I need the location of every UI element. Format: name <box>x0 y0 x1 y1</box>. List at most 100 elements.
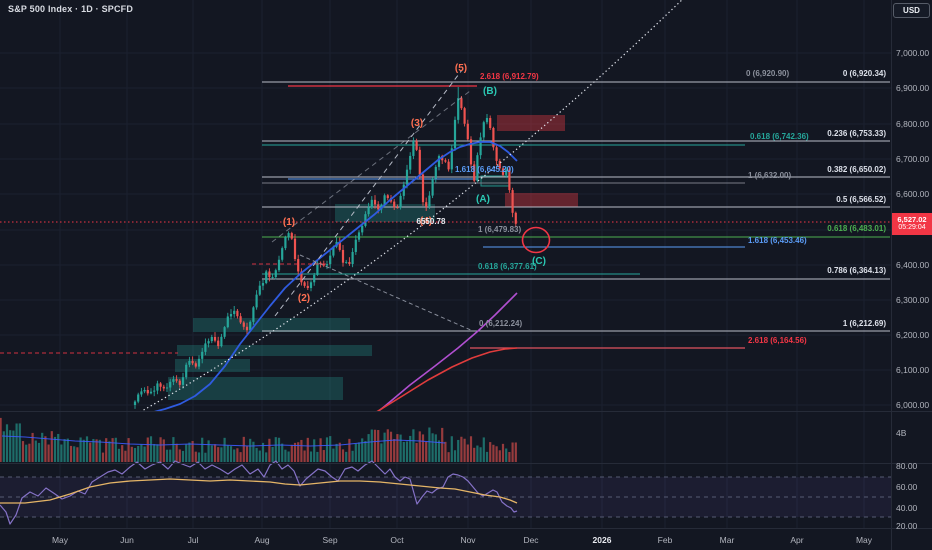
ma-line <box>154 141 518 411</box>
candle <box>457 98 460 120</box>
volume-bar <box>108 441 111 462</box>
candle <box>159 383 162 387</box>
volume-bar <box>389 431 393 462</box>
candle <box>428 195 431 207</box>
candle <box>229 314 233 317</box>
wave-label[interactable]: (B) <box>483 86 497 97</box>
volume-bar <box>460 436 463 462</box>
currency-toggle-button[interactable]: USD <box>893 3 930 18</box>
fib-label: 0.236 (6,753.33) <box>827 129 886 138</box>
volume-bar <box>53 436 57 462</box>
volume-ma-line <box>1 435 446 447</box>
volume-bar <box>233 449 236 462</box>
volume-bar <box>18 423 21 462</box>
volume-bar <box>124 450 127 462</box>
volume-bar <box>297 442 300 462</box>
wave-label[interactable]: (3) <box>411 118 423 129</box>
candle <box>338 241 341 250</box>
symbol-title[interactable]: S&P 500 Index · 1D · SPCFD <box>8 4 134 14</box>
candle <box>489 118 492 128</box>
candle <box>153 390 156 392</box>
volume-bar <box>146 437 149 462</box>
candle <box>137 394 140 402</box>
candle <box>255 294 258 308</box>
candle <box>405 169 409 185</box>
volume-bar <box>153 443 156 462</box>
candle <box>505 169 508 175</box>
fib-label: 1 (6,212.69) <box>843 319 886 328</box>
volume-bar <box>505 448 508 462</box>
annotations[interactable] <box>521 226 551 254</box>
trendlines[interactable] <box>140 0 688 412</box>
current-price-value: 6,527.02 <box>897 215 927 225</box>
wave-label[interactable]: (A) <box>476 194 490 205</box>
time-axis-label: Feb <box>658 535 673 545</box>
supply-zone[interactable] <box>505 193 578 207</box>
candle <box>383 195 386 205</box>
fib-label: 0.5 (6,566.52) <box>836 195 886 204</box>
dashed-trendline-steep[interactable] <box>274 69 463 317</box>
time-axis-label: Nov <box>460 535 476 545</box>
demand-zone[interactable] <box>175 359 250 372</box>
dotted-trendline[interactable] <box>140 0 688 412</box>
time-axis-label: Mar <box>720 535 735 545</box>
candle <box>511 190 514 213</box>
time-axis[interactable]: May Jun Jul Aug Sep Oct Nov Dec 2026 Feb Mar Apr May <box>52 535 873 545</box>
wave-label[interactable]: (C) <box>532 256 546 267</box>
candle <box>341 249 345 263</box>
volume-bar <box>450 436 453 462</box>
fib-label: 0.786 (6,364.13) <box>827 266 886 275</box>
price-axis[interactable]: 7,000.00 6,900.00 6,800.00 6,700.00 6,600.00… <box>896 48 929 531</box>
candlestick-series[interactable] <box>133 87 517 409</box>
red-ma-curve <box>376 347 518 411</box>
volume-bar <box>357 442 361 462</box>
candle <box>233 310 236 315</box>
candle <box>399 195 402 208</box>
volume-bar <box>149 436 153 462</box>
candle <box>217 340 220 347</box>
dashed-retrace-line[interactable] <box>299 254 474 332</box>
highlight-circle[interactable] <box>521 226 551 254</box>
candle <box>207 341 210 344</box>
candle <box>287 233 290 238</box>
candle <box>242 322 245 327</box>
wave-label[interactable]: (2) <box>298 293 310 304</box>
wave-label[interactable]: (5) <box>455 63 467 74</box>
candle <box>402 184 405 196</box>
current-price-badge: 6,527.02 05:29:04 <box>892 213 932 235</box>
wave-label[interactable]: (4) <box>420 216 432 227</box>
candle <box>204 343 207 352</box>
dashed-channel-line[interactable] <box>271 90 471 243</box>
volume-bar <box>9 430 12 462</box>
volume-bar <box>434 434 437 462</box>
countdown-timer: 05:29:04 <box>898 224 926 232</box>
drawing-zones[interactable] <box>168 115 578 400</box>
volume-bar <box>207 440 210 462</box>
fib-lines[interactable] <box>262 81 890 349</box>
candle <box>329 255 332 265</box>
demand-zone[interactable] <box>193 318 350 332</box>
wave-labels[interactable]: (1) (2) (3) (4) (5) (A) (B) (C) 6550.78 <box>283 63 546 304</box>
volume-bar <box>348 438 351 462</box>
demand-zone[interactable] <box>177 345 372 356</box>
candle <box>223 327 226 337</box>
demand-zone[interactable] <box>335 204 435 222</box>
time-axis-label: Dec <box>523 535 539 545</box>
volume-bar <box>373 429 377 462</box>
candle <box>412 141 415 156</box>
rsi-axis-label: 80.00 <box>896 461 918 471</box>
candle <box>377 204 380 210</box>
wave-label[interactable]: (1) <box>283 217 295 228</box>
rsi-ma-line <box>0 478 518 504</box>
candle <box>431 178 434 196</box>
candle <box>319 262 322 265</box>
candle <box>162 386 165 389</box>
supply-zone[interactable] <box>497 115 565 131</box>
volume-series[interactable] <box>0 417 517 462</box>
volume-bar <box>28 443 31 462</box>
fib-label: 0.382 (6,650.02) <box>827 165 886 174</box>
volume-bar <box>191 440 194 462</box>
fib-label: 1 (6,479.83) <box>478 225 521 234</box>
